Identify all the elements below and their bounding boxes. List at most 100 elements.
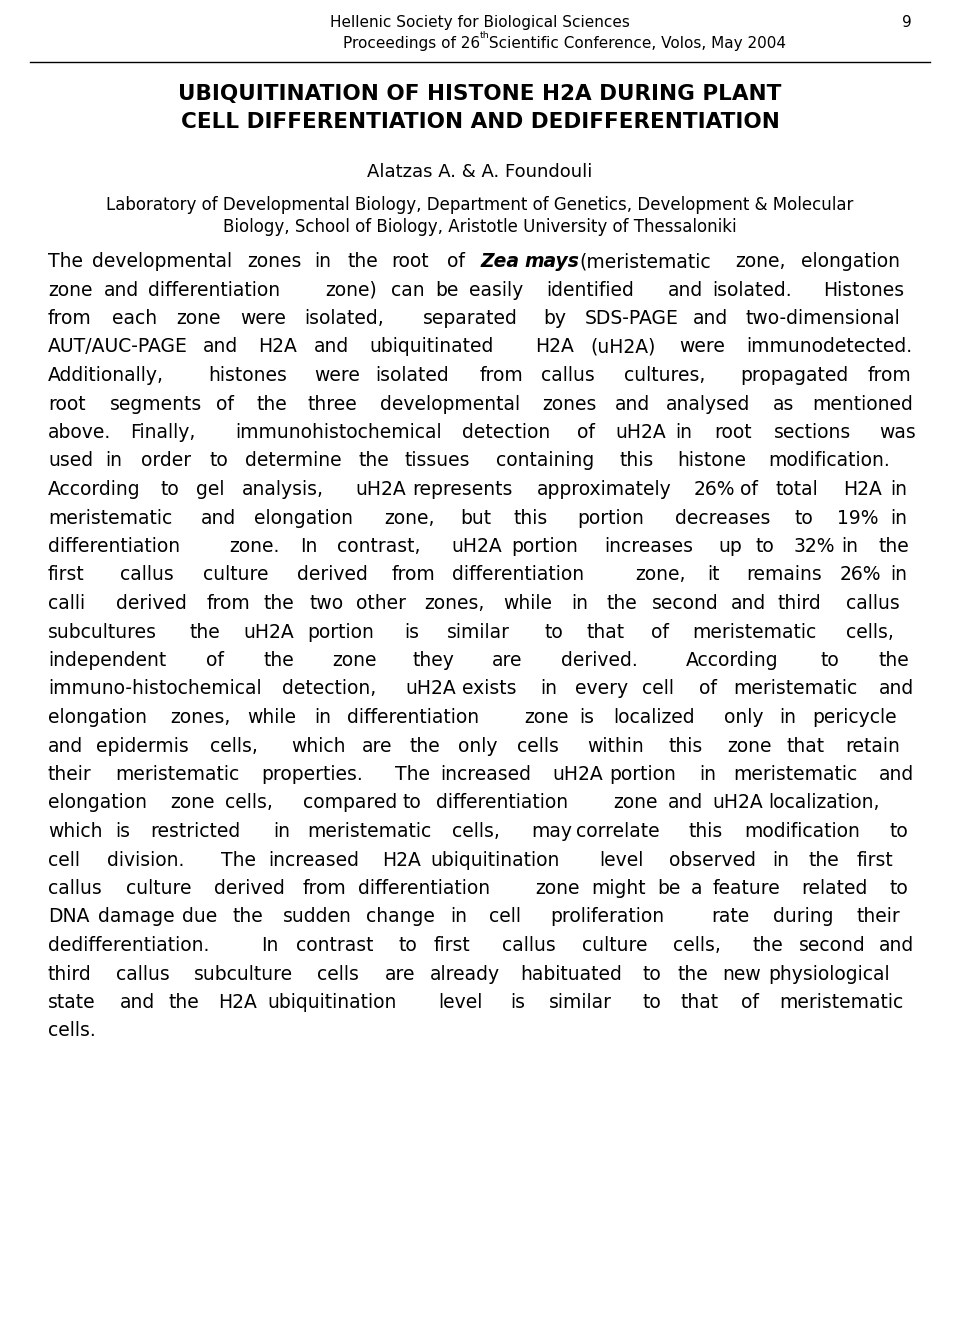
Text: in: in [540,679,558,699]
Text: meristematic: meristematic [48,508,172,528]
Text: approximately: approximately [537,480,671,499]
Text: isolated.: isolated. [712,281,792,300]
Text: the: the [878,651,909,670]
Text: exists: exists [462,679,516,699]
Text: and: and [119,993,155,1012]
Text: similar: similar [446,622,510,642]
Text: developmental: developmental [92,252,232,271]
Text: to: to [643,964,661,984]
Text: were: were [314,366,360,385]
Text: and: and [732,594,767,613]
Text: portion: portion [512,537,578,556]
Text: of: of [205,651,224,670]
Text: the: the [190,622,221,642]
Text: callus: callus [120,565,174,585]
Text: physiological: physiological [768,964,890,984]
Text: cell: cell [48,850,80,870]
Text: and: and [668,281,704,300]
Text: mentioned: mentioned [812,395,913,414]
Text: Zea: Zea [480,252,519,271]
Text: already: already [430,964,500,984]
Text: the: the [358,451,389,471]
Text: pericycle: pericycle [812,708,897,727]
Text: analysed: analysed [666,395,751,414]
Text: proliferation: proliferation [550,907,664,927]
Text: the: the [809,850,840,870]
Text: derived: derived [298,565,368,585]
Text: root: root [714,423,752,442]
Text: increased: increased [269,850,359,870]
Text: differentiation: differentiation [148,281,279,300]
Text: segments: segments [110,395,203,414]
Text: in: in [773,850,789,870]
Text: Alatzas A. & A. Foundouli: Alatzas A. & A. Foundouli [368,163,592,182]
Text: first: first [856,850,894,870]
Text: containing: containing [495,451,593,471]
Text: their: their [856,907,900,927]
Text: damage: damage [98,907,175,927]
Text: determine: determine [245,451,342,471]
Text: while: while [248,708,297,727]
Text: histones: histones [208,366,287,385]
Text: cells: cells [317,964,359,984]
Text: (uH2A): (uH2A) [590,338,656,357]
Text: properties.: properties. [261,765,363,784]
Text: order: order [141,451,191,471]
Text: increased: increased [441,765,532,784]
Text: third: third [48,964,92,984]
Text: tissues: tissues [405,451,470,471]
Text: from: from [392,565,435,585]
Text: (meristematic: (meristematic [580,252,711,271]
Text: uH2A: uH2A [615,423,666,442]
Text: the: the [232,907,263,927]
Text: differentiation: differentiation [48,537,180,556]
Text: Laboratory of Developmental Biology, Department of Genetics, Development & Molec: Laboratory of Developmental Biology, Dep… [107,196,853,213]
Text: 26%: 26% [840,565,881,585]
Text: the: the [263,651,294,670]
Text: are: are [362,736,393,756]
Text: and: and [104,281,138,300]
Text: Scientific Conference, Volos, May 2004: Scientific Conference, Volos, May 2004 [484,36,786,50]
Text: change: change [366,907,435,927]
Text: ubiquitination: ubiquitination [268,993,396,1012]
Text: immunohistochemical: immunohistochemical [235,423,442,442]
Text: sections: sections [774,423,852,442]
Text: in: in [890,508,907,528]
Text: be: be [658,879,681,898]
Text: that: that [786,736,825,756]
Text: uH2A: uH2A [452,537,502,556]
Text: cells,: cells, [673,936,721,955]
Text: it: it [708,565,720,585]
Text: was: was [878,423,916,442]
Text: derived.: derived. [562,651,638,670]
Text: the: the [677,964,708,984]
Text: subcultures: subcultures [48,622,157,642]
Text: cells,: cells, [226,793,273,813]
Text: ubiquitinated: ubiquitinated [370,338,493,357]
Text: but: but [460,508,492,528]
Text: immunodetected.: immunodetected. [746,338,912,357]
Text: are: are [385,964,416,984]
Text: callus: callus [502,936,556,955]
Text: observed: observed [669,850,756,870]
Text: compared: compared [302,793,397,813]
Text: elongation: elongation [48,708,147,727]
Text: Hellenic Society for Biological Sciences: Hellenic Society for Biological Sciences [330,15,630,30]
Text: from: from [480,366,524,385]
Text: portion: portion [307,622,374,642]
Text: immuno-histochemical: immuno-histochemical [48,679,262,699]
Text: and: and [615,395,650,414]
Text: to: to [398,936,417,955]
Text: ubiquitination: ubiquitination [430,850,560,870]
Text: zone,: zone, [385,508,435,528]
Text: differentiation: differentiation [452,565,585,585]
Text: three: three [307,395,357,414]
Text: developmental: developmental [380,395,520,414]
Text: zone: zone [332,651,377,670]
Text: that: that [681,993,718,1012]
Text: H2A: H2A [536,338,574,357]
Text: used: used [48,451,93,471]
Text: Finally,: Finally, [131,423,196,442]
Text: and: and [878,765,914,784]
Text: only: only [724,708,763,727]
